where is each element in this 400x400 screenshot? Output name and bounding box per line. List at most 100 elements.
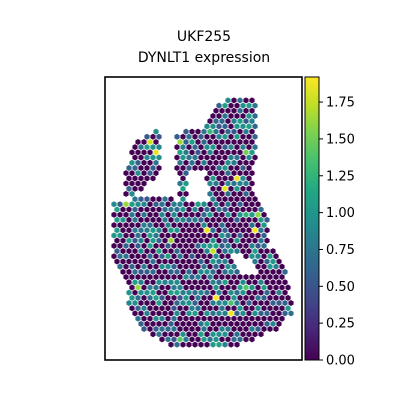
expression-spot: [225, 232, 231, 239]
expression-spot: [114, 206, 120, 213]
expression-spot: [243, 159, 249, 166]
expression-spot: [210, 216, 216, 223]
expression-spot: [249, 315, 255, 322]
expression-spot: [237, 138, 243, 145]
expression-spot: [219, 305, 225, 312]
expression-spot: [141, 159, 147, 166]
expression-spot: [171, 253, 177, 260]
expression-spot: [231, 274, 237, 281]
expression-spot: [156, 154, 162, 161]
expression-spot: [168, 331, 174, 338]
expression-spot: [129, 201, 135, 208]
expression-spot: [216, 133, 222, 140]
colorbar: [304, 76, 320, 361]
expression-spot: [207, 222, 213, 229]
expression-spot: [156, 331, 162, 338]
colorbar-ticks: 0.00 0.25 0.50 0.75 1.00 1.25 1.50 1.75: [319, 96, 355, 369]
expression-spot: [207, 180, 213, 187]
expression-spot: [141, 294, 147, 301]
expression-spot: [147, 201, 153, 208]
expression-spot: [237, 180, 243, 187]
expression-spot: [240, 227, 246, 234]
expression-spot: [132, 185, 138, 192]
expression-spot: [195, 232, 201, 239]
expression-spot: [222, 310, 228, 317]
expression-spot: [141, 201, 147, 208]
expression-spot: [150, 237, 156, 244]
expression-spot: [279, 263, 285, 270]
expression-spot: [234, 227, 240, 234]
expression-spot: [282, 310, 288, 317]
expression-spot: [237, 336, 243, 343]
expression-spot: [189, 315, 195, 322]
expression-spot: [246, 216, 252, 223]
expression-spot: [240, 185, 246, 192]
expression-spot: [129, 305, 135, 312]
expression-spot: [129, 222, 135, 229]
expression-spot: [243, 170, 249, 177]
expression-spot: [159, 201, 165, 208]
expression-spot: [207, 274, 213, 281]
expression-spot: [210, 175, 216, 182]
expression-spot: [231, 263, 237, 270]
expression-spot: [216, 258, 222, 265]
expression-spot: [276, 268, 282, 275]
expression-spot: [222, 175, 228, 182]
expression-spot: [129, 294, 135, 301]
expression-spot: [186, 154, 192, 161]
expression-spot: [189, 294, 195, 301]
expression-spot: [150, 144, 156, 151]
expression-spot: [126, 258, 132, 265]
expression-spot: [204, 320, 210, 327]
expression-spot: [153, 315, 159, 322]
expression-spot: [243, 211, 249, 218]
expression-spot: [186, 310, 192, 317]
expression-spot: [138, 227, 144, 234]
expression-spot: [231, 190, 237, 197]
expression-spot: [210, 300, 216, 307]
expression-spot: [264, 268, 270, 275]
expression-spot: [186, 341, 192, 348]
expression-spot: [135, 222, 141, 229]
expression-spot: [234, 206, 240, 213]
expression-spot: [219, 190, 225, 197]
expression-spot: [207, 211, 213, 218]
expression-spot: [252, 144, 258, 151]
expression-spot: [153, 128, 159, 135]
expression-spot: [189, 253, 195, 260]
expression-spot: [141, 242, 147, 249]
expression-spot: [237, 211, 243, 218]
expression-spot: [159, 315, 165, 322]
expression-spot: [273, 315, 279, 322]
expression-spot: [120, 227, 126, 234]
expression-spot: [114, 258, 120, 265]
expression-spot: [180, 175, 186, 182]
expression-spot: [132, 310, 138, 317]
expression-spot: [123, 201, 129, 208]
expression-spot: [195, 284, 201, 291]
expression-spot: [198, 216, 204, 223]
expression-spot: [216, 320, 222, 327]
expression-spot: [228, 300, 234, 307]
expression-spot: [117, 201, 123, 208]
expression-spot: [183, 159, 189, 166]
expression-spot: [156, 144, 162, 151]
expression-spot: [213, 149, 219, 156]
expression-spot: [246, 196, 252, 203]
expression-spot: [216, 175, 222, 182]
expression-spot: [246, 112, 252, 119]
expression-spot: [237, 201, 243, 208]
expression-spot: [237, 97, 243, 104]
expression-spot: [159, 211, 165, 218]
expression-spot: [162, 300, 168, 307]
expression-spot: [189, 159, 195, 166]
expression-spot: [171, 305, 177, 312]
expression-spot: [207, 138, 213, 145]
expression-spot: [123, 232, 129, 239]
expression-spot: [210, 268, 216, 275]
expression-spot: [216, 300, 222, 307]
expression-spot: [234, 341, 240, 348]
expression-spot: [153, 149, 159, 156]
expression-spot: [249, 274, 255, 281]
expression-spot: [231, 97, 237, 104]
